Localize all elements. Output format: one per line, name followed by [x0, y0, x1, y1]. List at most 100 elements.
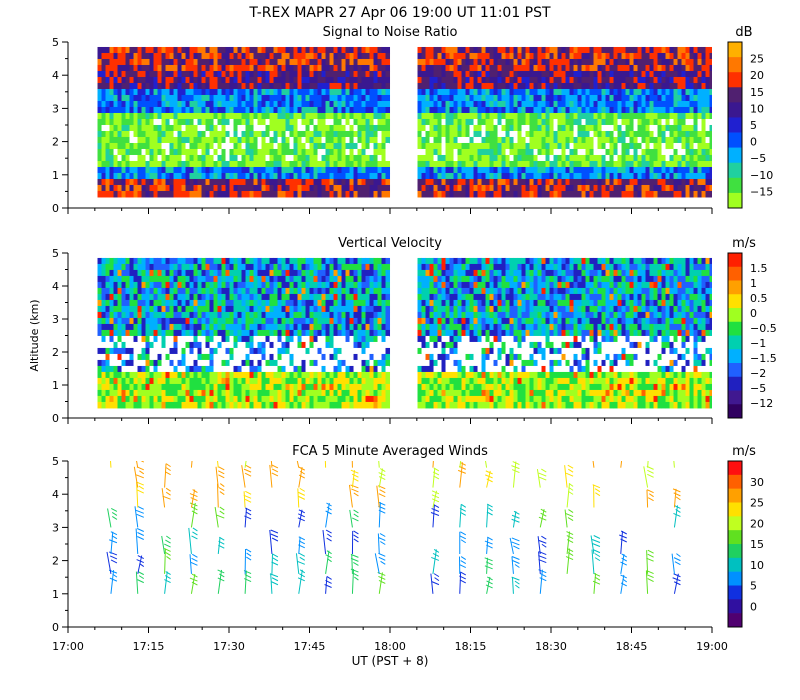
colorbar-swatch	[728, 613, 742, 628]
colorbar-swatch	[728, 530, 742, 545]
colorbar-label: 0.5	[750, 292, 768, 305]
panel-title-2: FCA 5 Minute Averaged Winds	[292, 444, 488, 459]
colorbar-label: −15	[750, 185, 773, 198]
colorbar-swatch	[728, 294, 742, 309]
colorbar-label: −0.5	[750, 322, 777, 335]
colorbar-label: −12	[750, 397, 773, 410]
colorbar-1: m/s 1.5 1 0.5 0 −0.5 −1 −1.5 −2 −5 −12	[727, 236, 777, 419]
colorbar-swatch	[728, 404, 742, 419]
colorbar-frame	[727, 460, 743, 628]
panel-1: 0 1 2 3 4 5 Vertical Velocity Altitude (km) m/s 1…	[28, 236, 777, 425]
colorbar-swatch	[728, 147, 742, 164]
panel-2: 0 1 2 3 4 5 FCA 5 Minute Averaged Winds m/s 30 25…	[52, 444, 764, 634]
colorbar-swatch	[728, 117, 742, 133]
y-tick-label: 4	[52, 69, 59, 82]
y-tick-label: 0	[52, 621, 59, 634]
plot-area-1	[97, 257, 712, 409]
y-tick-label: 0	[52, 412, 59, 425]
colorbar-swatch	[728, 266, 742, 281]
panel-0: 0 1 2 3 4 5 Signal to Noise Ratio dB 25 20 15 10 5 0 −…	[52, 25, 773, 215]
colorbar-label: 15	[750, 86, 764, 99]
y-tick-label: 4	[52, 488, 59, 501]
plot-area-0	[97, 46, 712, 198]
colorbar-label: −5	[750, 382, 766, 395]
colorbar-frame	[727, 252, 743, 419]
colorbar-label: 5	[750, 580, 757, 593]
colorbar-swatch	[728, 502, 742, 517]
y-tick-label: 2	[52, 346, 59, 359]
colorbar-swatch	[728, 488, 742, 503]
colorbar-swatch	[728, 571, 742, 586]
colorbar-label: −2	[750, 367, 766, 380]
figure-title: T-REX MAPR 27 Apr 06 19:00 UT 11:01 PST	[248, 5, 551, 21]
colorbar-swatch	[728, 390, 742, 405]
colorbar-swatch	[728, 544, 742, 559]
colorbar-swatch	[728, 308, 742, 323]
colorbar-swatch	[728, 280, 742, 295]
colorbar-swatch	[728, 585, 742, 600]
y-tick-label: 4	[52, 280, 59, 293]
colorbar-label: 25	[750, 53, 764, 66]
colorbar-label: 1.5	[750, 262, 768, 275]
colorbar-swatch	[728, 335, 742, 350]
colorbar-label: 10	[750, 102, 764, 115]
colorbar-label: 30	[750, 476, 764, 489]
colorbar-swatch	[728, 376, 742, 391]
colorbar-swatch	[728, 349, 742, 364]
x-tick-label: 19:00	[696, 640, 728, 653]
colorbar-swatch	[728, 253, 742, 268]
colorbar-swatch	[728, 42, 742, 58]
x-tick-label: 18:15	[455, 640, 487, 653]
y-axis-label: Altitude (km)	[28, 299, 41, 371]
colorbar-swatch	[728, 474, 742, 489]
y-tick-label: 0	[52, 202, 59, 215]
y-tick-label: 5	[52, 455, 59, 468]
x-tick-label: 17:30	[213, 640, 245, 653]
x-axis-label: UT (PST + 8)	[352, 654, 429, 668]
colorbar-swatch	[728, 192, 742, 209]
colorbar-label: −1.5	[750, 352, 777, 365]
colorbar-label: −5	[750, 152, 766, 165]
x-tick-label: 18:00	[374, 640, 406, 653]
y-tick-label: 1	[52, 169, 59, 182]
colorbar-label: −1	[750, 337, 766, 350]
colorbar-swatch	[728, 599, 742, 614]
colorbar-0: dB 25 20 15 10 5 0 −5 −10 −15	[727, 25, 773, 209]
x-tick-label: 17:00	[52, 640, 84, 653]
y-tick-label: 3	[52, 102, 59, 115]
plot-area-2	[106, 461, 681, 594]
colorbar-swatch	[728, 132, 742, 148]
colorbar-label: −10	[750, 169, 773, 182]
colorbar-unit: m/s	[732, 444, 756, 459]
x-tick-label: 18:45	[616, 640, 648, 653]
x-axis: 17:00 17:15 17:30 17:45 18:00 18:15 18:30 18:45…	[52, 640, 728, 653]
colorbar-swatch	[728, 557, 742, 572]
x-tick-label: 17:15	[133, 640, 165, 653]
colorbar-label: 20	[750, 69, 764, 82]
colorbar-swatch	[728, 516, 742, 531]
y-tick-label: 1	[52, 379, 59, 392]
colorbar-label: 1	[750, 277, 757, 290]
x-tick-label: 18:30	[535, 640, 567, 653]
colorbar-unit: dB	[735, 25, 752, 40]
panel-title-1: Vertical Velocity	[338, 236, 442, 251]
y-tick-label: 3	[52, 313, 59, 326]
colorbar-frame	[727, 41, 743, 209]
y-tick-label: 1	[52, 588, 59, 601]
colorbar-swatch	[728, 162, 742, 179]
colorbar-swatch	[728, 87, 742, 103]
colorbar-label: 20	[750, 517, 764, 530]
colorbar-label: 0	[750, 600, 757, 613]
colorbar-swatch	[728, 177, 742, 194]
colorbar-label: 0	[750, 307, 757, 320]
colorbar-swatch	[728, 461, 742, 476]
y-tick-label: 5	[52, 247, 59, 260]
colorbar-unit: m/s	[732, 236, 756, 251]
colorbar-swatch	[728, 363, 742, 378]
colorbar-swatch	[728, 321, 742, 336]
colorbar-swatch	[728, 72, 742, 88]
colorbar-label: 5	[750, 119, 757, 132]
y-tick-label: 3	[52, 521, 59, 534]
colorbar-label: 10	[750, 559, 764, 572]
colorbar-label: 0	[750, 136, 757, 149]
